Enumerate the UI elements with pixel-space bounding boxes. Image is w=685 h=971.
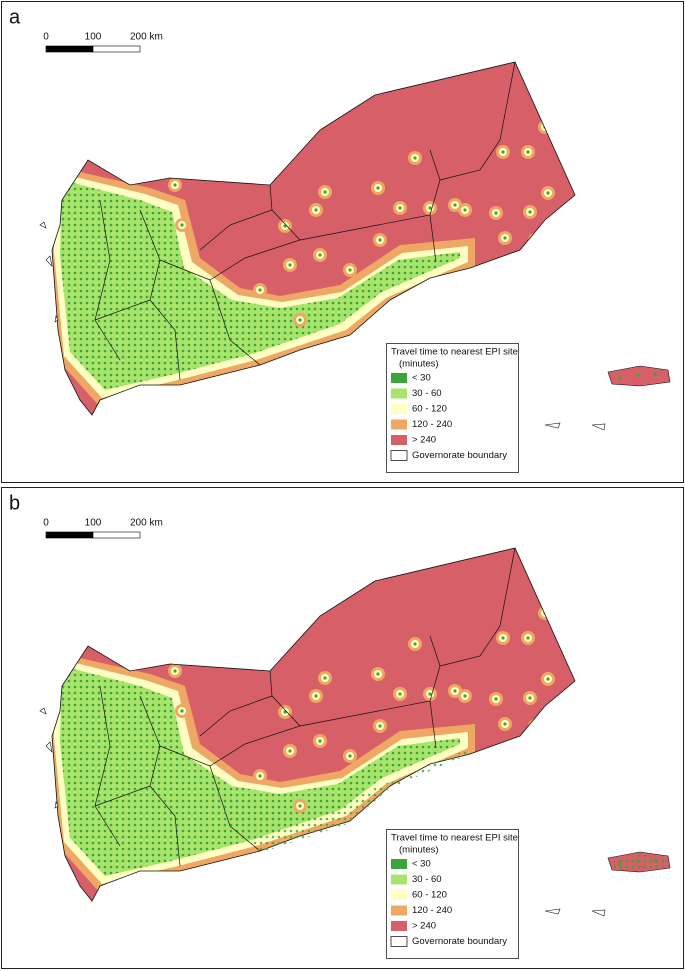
map-extra-coverage <box>610 854 668 870</box>
legend-label: 60 - 120 <box>412 890 447 901</box>
map <box>40 548 670 916</box>
panel: a 0 100 200 km Travel time to nearest EPI si… <box>1 1 684 483</box>
panel-label: a <box>9 6 21 28</box>
legend-swatch <box>391 921 407 931</box>
legend-label: 30 - 60 <box>412 388 442 399</box>
scale-label: 200 km <box>130 518 163 529</box>
legend-swatch <box>391 874 407 885</box>
legend-label: Governorate boundary <box>412 450 507 461</box>
legend-subtitle: (minutes) <box>399 359 439 370</box>
scale-label: 200 km <box>130 32 163 43</box>
legend-swatch <box>391 859 407 869</box>
legend-label: 60 - 120 <box>412 404 447 415</box>
panel-border <box>1 487 684 969</box>
scale-bar-black <box>45 45 94 53</box>
scale-bar-white <box>92 531 141 539</box>
legend-box <box>386 829 519 959</box>
legend-label: 30 - 60 <box>412 874 442 885</box>
legend-title: Travel time to nearest EPI site <box>391 347 518 358</box>
legend-swatch <box>390 936 408 947</box>
legend-label: < 30 <box>412 859 431 870</box>
legend-label: 120 - 240 <box>412 905 452 916</box>
legend-swatch <box>390 450 408 461</box>
scale-bar-black <box>45 531 94 539</box>
legend-swatch <box>391 890 407 900</box>
legend-label: Governorate boundary <box>412 936 507 947</box>
legend-swatch <box>391 419 407 430</box>
scale-label: 0 <box>43 518 49 529</box>
legend-swatch <box>391 388 407 399</box>
map <box>40 62 670 430</box>
panel-border <box>1 1 684 483</box>
scale-label: 0 <box>43 32 49 43</box>
legend-swatch <box>391 905 407 916</box>
map-extra-coverage <box>200 748 470 853</box>
legend-label: > 240 <box>412 921 436 932</box>
scale-label: 100 <box>85 518 102 529</box>
scale-label: 100 <box>85 32 102 43</box>
legend-label: > 240 <box>412 435 436 446</box>
legend-swatch <box>391 435 407 445</box>
legend-title: Travel time to nearest EPI site <box>391 833 518 844</box>
legend-swatch <box>391 404 407 414</box>
scale-bar-white <box>92 45 141 53</box>
legend-swatch <box>391 373 407 383</box>
legend-subtitle: (minutes) <box>399 845 439 856</box>
panel: b 0 100 200 km Travel time to nearest EPI si… <box>1 487 684 969</box>
legend-label: < 30 <box>412 373 431 384</box>
panel-label: b <box>9 492 20 514</box>
legend-label: 120 - 240 <box>412 419 452 430</box>
legend-box <box>386 343 519 473</box>
